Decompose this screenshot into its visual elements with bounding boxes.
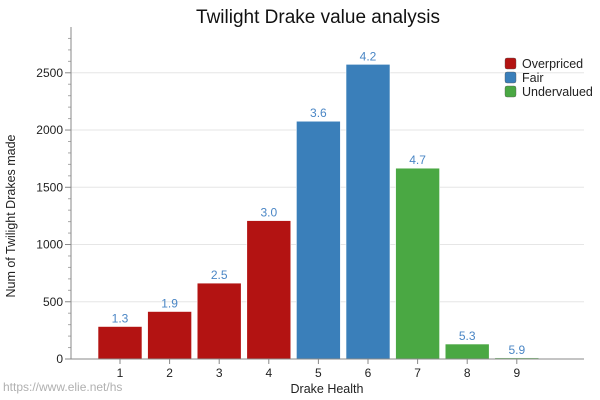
x-tick-label: 1 xyxy=(117,366,124,380)
x-tick-label: 4 xyxy=(265,366,272,380)
data-label: 5.9 xyxy=(508,343,525,357)
legend-item-overpriced[interactable]: Overpriced xyxy=(504,57,583,71)
legend-swatch xyxy=(504,57,517,70)
axes: 0 500 1000 1500 2000 2500 1 2 3 4 5 6 7 8 9 xyxy=(36,27,584,380)
x-tick-label: 8 xyxy=(464,366,471,380)
x-tick-label: 3 xyxy=(216,366,223,380)
legend-label: Undervalued xyxy=(522,85,593,99)
data-label: 1.9 xyxy=(161,296,178,310)
y-tick-label: 0 xyxy=(56,352,63,366)
x-tick-label: 6 xyxy=(365,366,372,380)
bar-6 xyxy=(345,64,391,360)
data-label: 4.7 xyxy=(409,153,426,167)
bar-2 xyxy=(147,311,192,360)
bar-7 xyxy=(395,167,440,360)
x-tick-label: 5 xyxy=(315,366,322,380)
data-label: 5.3 xyxy=(459,329,476,343)
x-tick-label: 9 xyxy=(513,366,520,380)
legend-item-undervalued[interactable]: Undervalued xyxy=(504,85,593,99)
legend-swatch xyxy=(504,71,517,84)
legend-label: Overpriced xyxy=(522,57,583,71)
bar-5 xyxy=(296,120,341,360)
bar-4 xyxy=(246,220,292,360)
y-tick-label: 1000 xyxy=(36,238,63,252)
data-label: 4.2 xyxy=(360,49,377,63)
chart-title: Twilight Drake value analysis xyxy=(196,7,440,28)
y-tick-label: 500 xyxy=(43,295,63,309)
x-axis-label: Drake Health xyxy=(291,382,364,396)
x-tick-label: 7 xyxy=(414,366,421,380)
y-axis-label: Num of Twilight Drakes made xyxy=(4,134,18,297)
bar-1 xyxy=(97,326,143,360)
bar-8 xyxy=(444,343,490,360)
data-label: 2.5 xyxy=(211,268,228,282)
data-label: 3.0 xyxy=(260,206,277,220)
legend-label: Fair xyxy=(522,71,544,85)
legend-item-fair[interactable]: Fair xyxy=(504,71,544,85)
x-tick-label: 2 xyxy=(166,366,173,380)
y-tick-label: 1500 xyxy=(36,180,63,194)
y-tick-label: 2000 xyxy=(36,123,63,137)
data-label: 1.3 xyxy=(112,311,129,325)
watermark: https://www.elie.net/hs xyxy=(3,380,122,394)
data-label: 3.6 xyxy=(310,106,327,120)
legend-swatch xyxy=(504,85,517,98)
y-tick-label: 2500 xyxy=(36,66,63,80)
bars: 1.3 1.9 2.5 3.0 3.6 4.2 4.7 5.3 5.9 xyxy=(97,49,540,360)
bar-3 xyxy=(196,282,242,360)
